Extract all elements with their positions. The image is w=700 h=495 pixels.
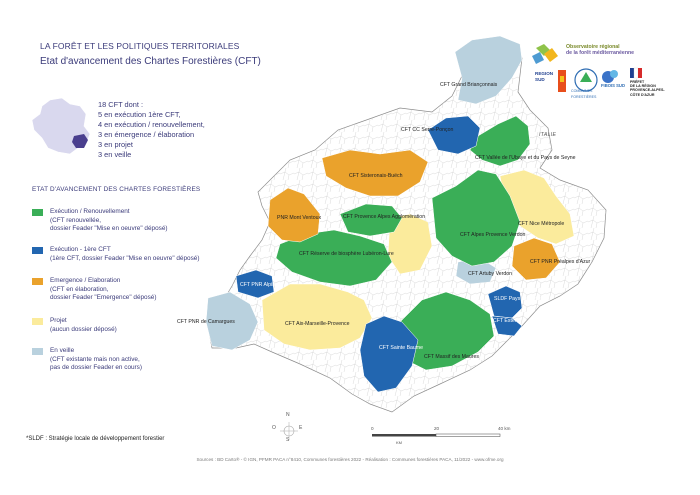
compass-rose-icon <box>280 422 298 440</box>
scale-tick: 40 km <box>498 426 511 431</box>
zone-mont-ventoux <box>267 187 321 243</box>
scale-tick: 20 <box>434 426 440 431</box>
legend-label: En veille <box>50 347 75 354</box>
zone-ubaye-seyne <box>469 115 531 167</box>
legend-desc: (CFT en élaboration, <box>50 285 109 293</box>
map-supertitle: LA FORÊT ET LES POLITIQUES TERRITORIALES <box>40 41 240 51</box>
legend-swatch <box>32 318 43 325</box>
legend-desc: (1ère CFT, dossier Feader "Mise en oeuvr… <box>50 254 200 262</box>
zone-grand-brianconnais <box>454 35 523 105</box>
communes-label: COMMUNES FORESTIÈRES <box>571 89 597 99</box>
map-label: CFT PNR Préalpes d'Azur <box>530 259 591 265</box>
map-label: CFT Alpes Provence Verdon <box>460 232 526 238</box>
map-label: CFT Vallée de l'Ubaye et du Pays de Seyn… <box>475 155 576 161</box>
legend-swatch <box>32 247 43 254</box>
fibois-label: FIBOIS SUD <box>601 83 625 88</box>
paca-highlight <box>72 134 88 148</box>
summary-line: 5 en exécution 1ère CFT, <box>98 110 181 119</box>
france-inset-map <box>31 97 91 155</box>
zone-sainte-baume <box>359 315 419 393</box>
map-label: CFT Réserve de biosphère Lubéron-Lure <box>299 251 394 257</box>
zone-luberon-lure <box>275 229 393 287</box>
map-title: Etat d'avancement des Chartes Forestière… <box>40 56 261 67</box>
compass-s: S <box>286 437 290 443</box>
map-label: CFT CC Serre-Ponçon <box>401 127 454 133</box>
map-label: CFT Massif des Maures <box>424 354 479 360</box>
zone-sisteronais-buech <box>321 149 429 197</box>
legend-title: ETAT D'AVANCEMENT DES CHARTES FORESTIÈRE… <box>32 186 201 193</box>
cft-summary: 18 CFT dont : 5 en exécution 1ère CFT, 4… <box>98 100 205 160</box>
map-label: CFT Grand Briançonnais <box>440 82 498 88</box>
legend-desc: dossier Feader "Mise en oeuvre" déposé) <box>50 225 168 232</box>
map-label: CFT PNR Alpilles <box>240 282 280 288</box>
compass-n: N <box>286 412 290 418</box>
legend-label: Exécution - 1ère CFT <box>50 246 111 253</box>
map-label: PNR Mont Ventoux <box>277 215 322 221</box>
prefet-label: PRÉFET DE LA RÉGION PROVENCE-ALPES- CÔTE… <box>630 80 665 97</box>
legend-label: Projet <box>50 317 67 324</box>
legend-swatch <box>32 209 43 216</box>
map-label: CFT Provence Alpes Agglomération <box>343 214 426 220</box>
country-label-italy: ITALIE <box>539 132 557 138</box>
legend-label: Emergence / Elaboration <box>50 277 121 284</box>
map-label: CFT Nice Métropole <box>518 221 565 227</box>
zone-alpes-provence-verdon <box>431 169 521 267</box>
summary-line: 18 CFT dont : <box>98 100 144 109</box>
compass-o: O <box>272 425 276 431</box>
summary-line: 3 en émergence / élaboration <box>98 130 195 139</box>
region-sud-logo <box>542 70 566 92</box>
legend-label: Exécution / Renouvellement <box>50 208 130 215</box>
map-label: SLDF Pays de Fayence <box>494 296 549 302</box>
footnote-sldf: *SLDF : Stratégie locale de développemen… <box>26 436 165 442</box>
map-label: CFT Esterel <box>493 318 521 324</box>
scale-bar <box>372 433 501 437</box>
legend-desc: dossier Feader "Emergence" déposé) <box>50 294 157 301</box>
zone-prealpes-azur <box>511 237 561 281</box>
fibois-logo <box>602 70 618 83</box>
zone-serre-poncon <box>427 115 481 155</box>
zone-provence-alpes-agglo <box>339 203 403 237</box>
legend-swatch <box>32 348 43 355</box>
zone-esterel <box>491 315 523 337</box>
legend-desc: (aucun dossier déposé) <box>50 325 117 333</box>
scale-tick: 0 <box>371 426 374 431</box>
legend-desc: (CFT renouvellée, <box>50 216 102 224</box>
map-label: CFT Aix-Marseille-Provence <box>285 321 350 327</box>
observatoire-logo <box>532 44 558 64</box>
summary-line: 4 en exécution / renouvellement, <box>98 120 205 129</box>
summary-line: 3 en veille <box>98 150 132 159</box>
prefet-logo <box>630 67 642 79</box>
partner-logos <box>532 44 642 92</box>
map-label: CFT Artuby Verdon <box>468 271 513 277</box>
summary-line: 3 en projet <box>98 140 133 149</box>
map-label: CFT Sisteronais-Buëch <box>349 173 403 179</box>
scale-unit: KM <box>396 440 402 445</box>
zone-pnr-camargue <box>205 291 259 351</box>
communes-forestieres-logo <box>574 68 598 92</box>
observatoire-label: Observatoire régional de la forêt médite… <box>566 44 635 56</box>
map-label: CFT PNR de Camargues <box>177 319 235 325</box>
legend-desc: (CFT existante mais non active, <box>50 355 140 363</box>
sources-credit: Sources : BD Carto® - © IGN, PFMR PACA n… <box>196 457 504 462</box>
compass-e: E <box>299 425 303 431</box>
map-label: CFT Sainte Baume <box>379 345 424 351</box>
legend-desc: pas de dossier Feader en cours) <box>50 364 143 371</box>
region-sud-label: REGION SUD <box>535 71 554 82</box>
zone-pnr-alpilles <box>235 269 275 299</box>
legend-swatch <box>32 278 43 285</box>
